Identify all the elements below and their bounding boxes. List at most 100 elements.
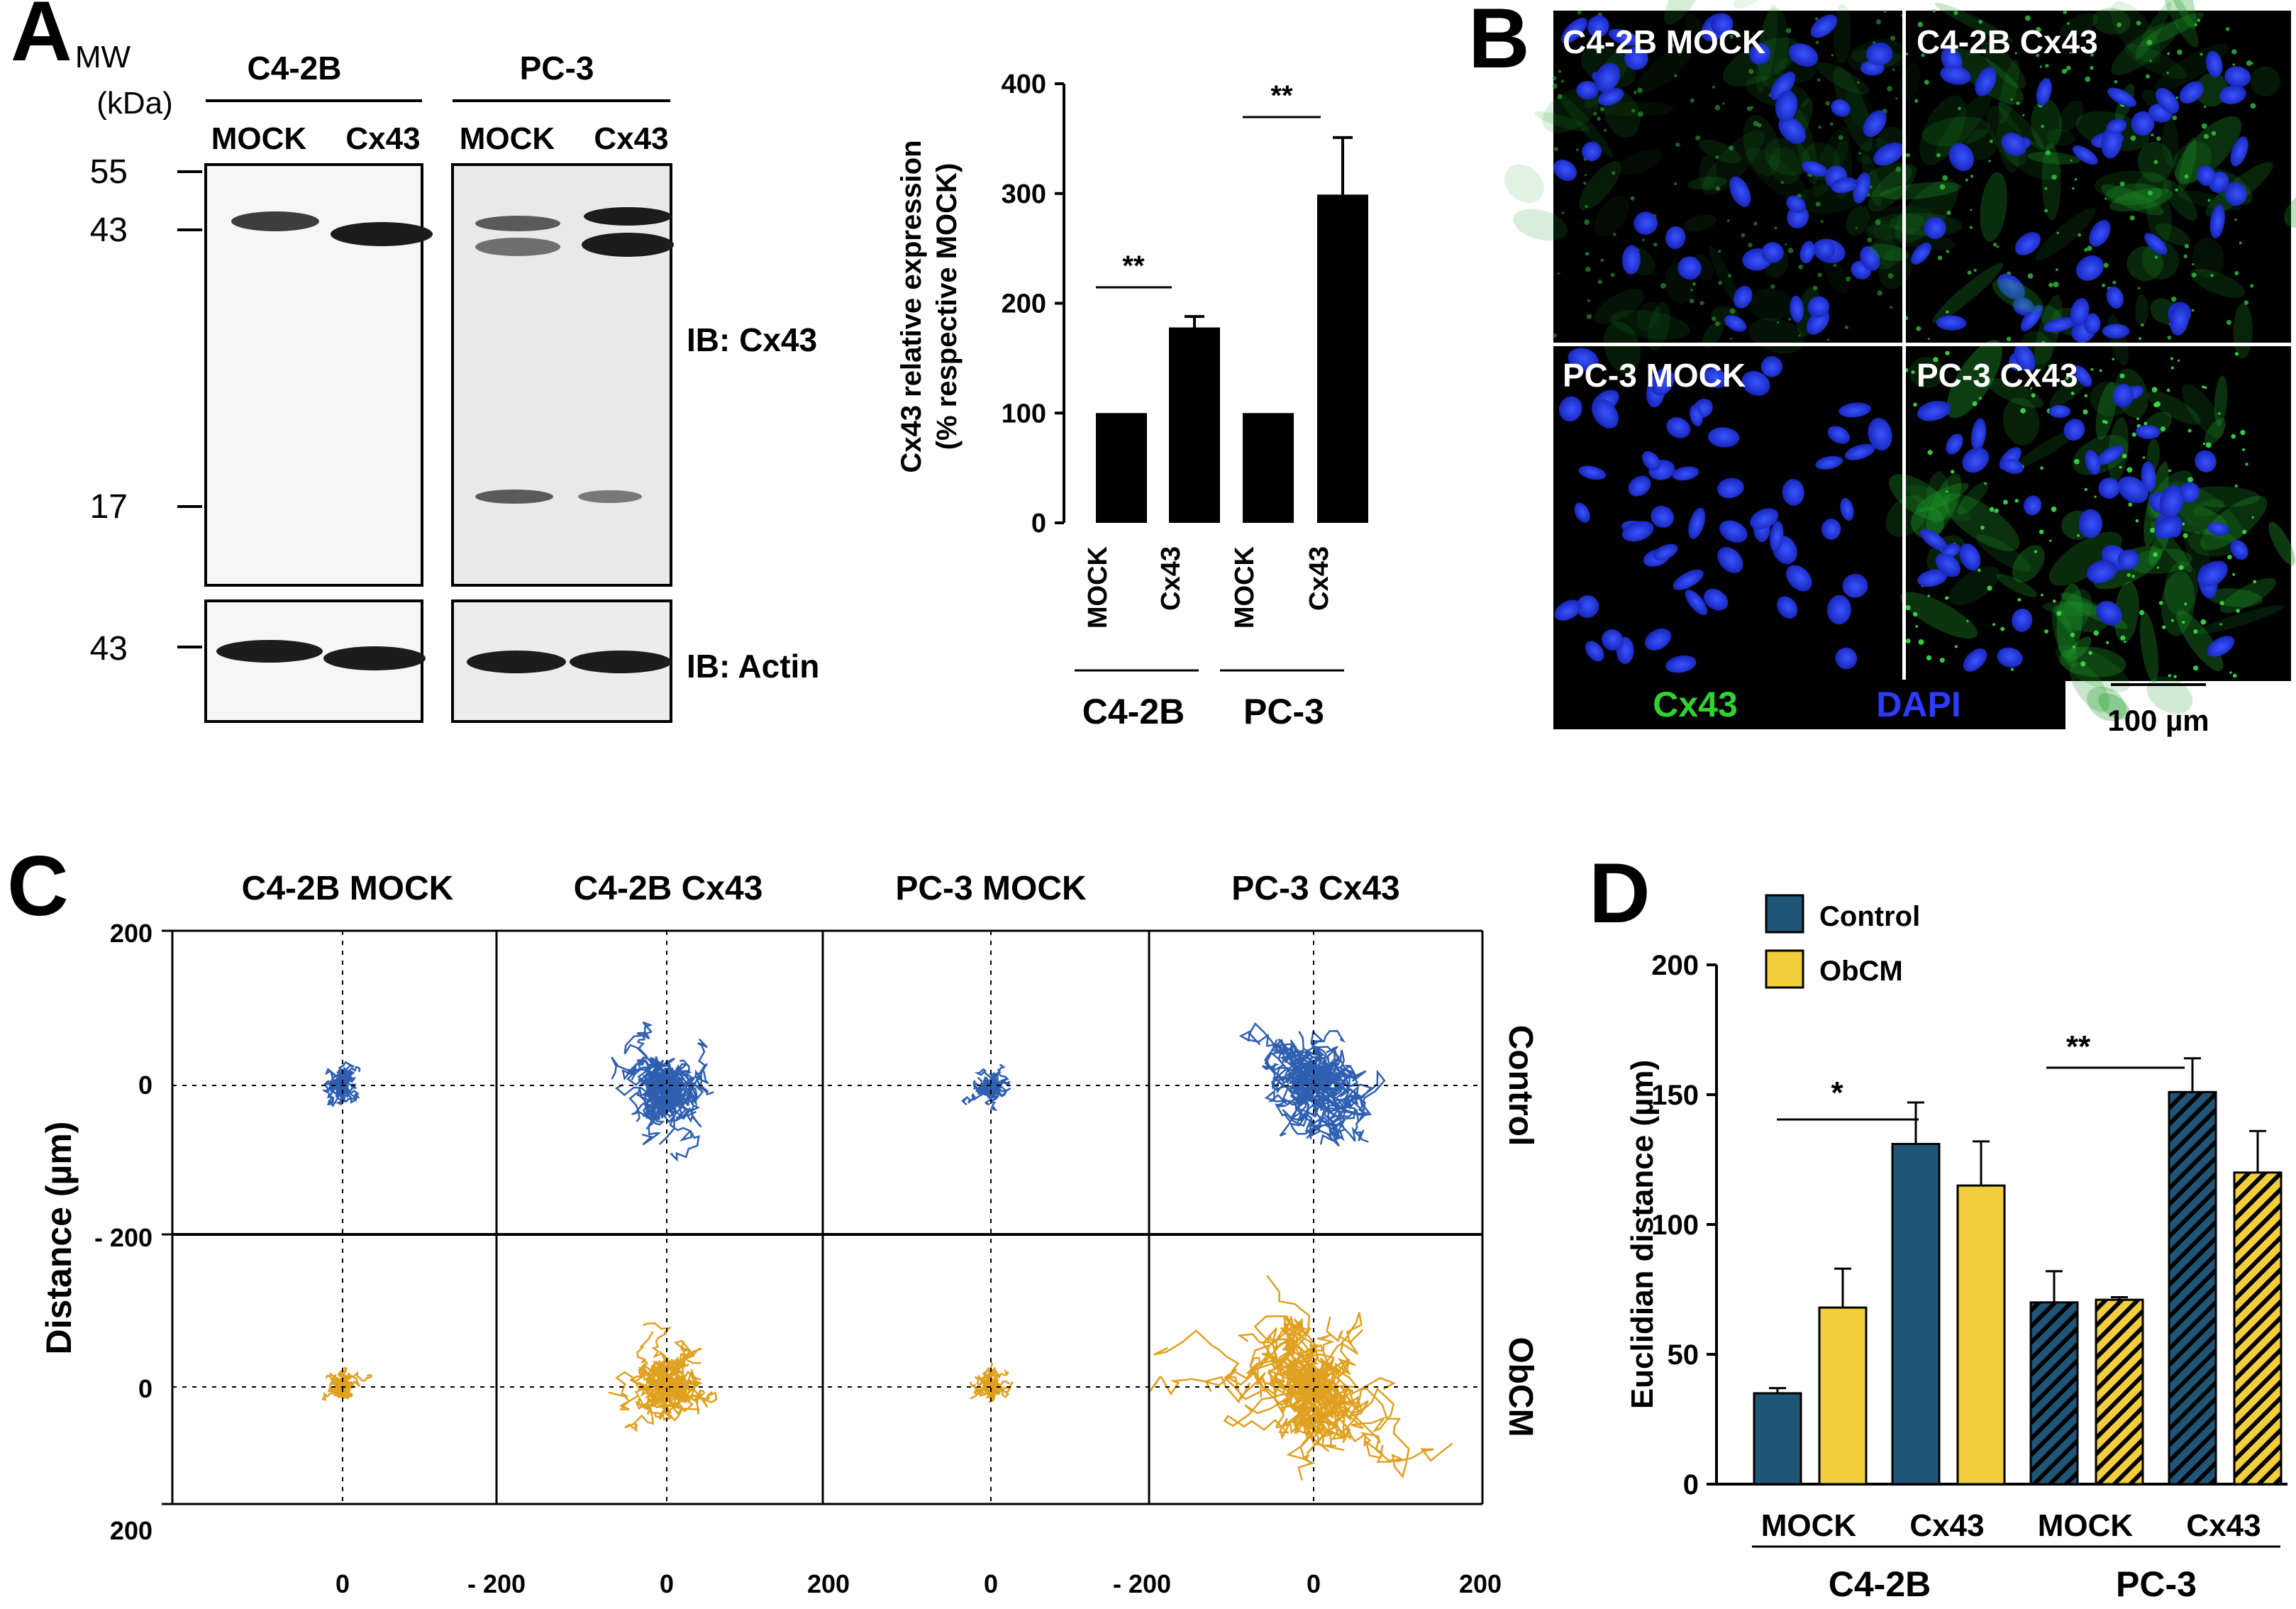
migration-track [1307,1064,1386,1122]
band [584,207,672,226]
nucleus [1641,451,1660,471]
migration-track [1313,1386,1453,1478]
chart-a-category: Cx43 [1304,546,1334,611]
cx43-signal [1594,196,1629,236]
cx43-puncta [1714,104,1721,111]
cx43-signal [2110,1,2161,64]
cx43-puncta [2203,133,2209,139]
chart-a-bars [1096,136,1368,523]
cx43-puncta [2234,485,2238,488]
cx43-signal [1513,209,1568,241]
cx43-signal [1980,172,2007,242]
y-tick-label: 50 [1668,1339,1699,1371]
nucleus [1782,479,1804,506]
y-tick-label: 200 [1002,289,1046,319]
nucleus [1591,398,1619,429]
cx43-puncta [1631,109,1636,113]
cx43-puncta [1812,285,1818,291]
bar [1096,413,1147,523]
micrograph-tile [1554,348,1892,673]
cx43-puncta [1604,128,1607,132]
cx43-puncta [1984,482,1987,485]
nucleus [1835,647,1858,670]
nucleus [2131,111,2155,136]
nucleus [1561,18,1587,44]
cx43-puncta [2039,65,2042,68]
cx43-puncta [1630,196,1635,201]
track-xtick: 0 [1307,1569,1321,1598]
cx43-signal [1885,494,1928,538]
cx43-signal [1815,62,1870,95]
cx43-puncta [2231,49,2237,55]
nucleus [2117,549,2139,570]
nucleus [2072,145,2098,165]
cx43-puncta [1715,155,1719,159]
cx43-signal [2161,570,2195,636]
cx43-signal [2190,268,2246,298]
nucleus [2001,458,2024,475]
cx43-signal [1687,176,1727,190]
cx43-puncta [1577,10,1582,15]
bar [1956,1184,2006,1486]
cx43-puncta [1969,226,1973,229]
cx43-signal [2092,7,2131,35]
cx43-puncta [1913,402,1917,407]
nucleus [2096,601,2122,626]
cx43-puncta [1989,507,1995,512]
cx43-puncta [1958,106,1961,111]
panel-letter-d: D [1589,846,1651,941]
nucleus [1948,143,1974,172]
panel-letter-c: C [7,839,69,934]
cx43-puncta [1730,337,1733,340]
cx43-puncta [1916,326,1921,331]
cx43-puncta [2041,124,2044,128]
chart-d-group: C4-2B [1829,1564,1931,1604]
cx43-puncta [2183,533,2188,538]
cx43-puncta [1638,111,1643,117]
cx43-puncta [1774,226,1778,230]
cx43-puncta [1965,178,1968,182]
nucleus [2078,509,2103,538]
cx43-signal [2048,531,2122,586]
cx43-puncta [1869,185,1873,189]
cx43-puncta [1967,270,1972,275]
cx43-puncta [1833,264,1836,267]
cx43-puncta [2039,529,2044,534]
chart-d-category: Cx43 [2186,1508,2261,1543]
cx43-puncta [1584,219,1590,226]
cx43-puncta [2087,245,2092,251]
migration-track [621,1064,667,1094]
cx43-puncta [1905,604,1911,611]
micrograph-tile [1504,0,1959,374]
migration-track [340,1080,350,1095]
nucleus [1666,417,1691,438]
migration-track [1262,1275,1319,1388]
nucleus [2112,384,2134,408]
nucleus [1814,240,1836,260]
cx43-puncta [2078,233,2082,237]
cx43-puncta [2245,463,2248,466]
cx43-puncta [1895,166,1902,172]
band [331,222,433,246]
nucleus [1685,590,1707,616]
nucleus [1863,110,1887,138]
cx43-signal [1868,206,1935,229]
cx43-puncta [2034,550,2038,553]
nucleus [1844,443,1875,460]
cx43-puncta [2072,187,2075,190]
cx43-puncta [2138,337,2142,341]
cx43-signal [2109,188,2173,212]
cx43-signal [1636,48,1691,92]
cx43-puncta [2201,123,2207,129]
lane-label: MOCK [211,121,307,156]
cx43-puncta [2231,433,2236,439]
nucleus [1761,242,1784,263]
cx43-signal [1957,481,1989,515]
cx43-puncta [2200,52,2203,56]
track-column-title: C4-2B MOCK [242,870,454,907]
cx43-signal [2178,138,2197,192]
micrograph-tile [1867,0,2296,408]
cx43-puncta [2070,159,2073,162]
cx43-signal [1986,378,2043,408]
cx43-puncta [2126,467,2133,473]
